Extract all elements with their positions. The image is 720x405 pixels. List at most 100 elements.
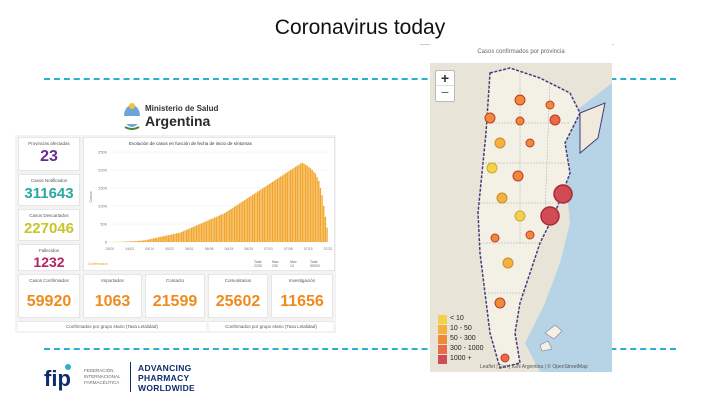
stat-value: 11656 (280, 293, 324, 310)
legend-item: 10 - 50 (434, 324, 484, 334)
chart-bar (200, 223, 203, 242)
province-map: Casos confirmados por provincia (430, 43, 612, 372)
chart-bar (151, 238, 153, 242)
chart-bar (268, 184, 270, 242)
chart-bar (131, 241, 133, 242)
chart-bar (161, 236, 163, 242)
chart-bar (154, 238, 156, 242)
cases-bar-chart: 2500 2000 1500 1000 500 0 Casos 03/01 04/02 05/14… (88, 150, 332, 252)
chart-bar (126, 241, 128, 242)
divider-top (44, 78, 676, 80)
chart-bar (323, 206, 325, 242)
y-tick-label: 0 (105, 240, 108, 245)
x-tick-label: 06/01 (185, 247, 194, 251)
chart-bar (214, 217, 216, 242)
chart-bar (273, 180, 275, 242)
dashboard-header: Ministerio de Salud Argentina (15, 97, 336, 135)
x-tick-label: 06/15 (225, 247, 234, 251)
chart-bar (304, 164, 307, 242)
kpi-label: Provincias afectadas (28, 141, 70, 146)
legend-label: 300 - 1000 (450, 345, 484, 352)
footer-header: Max (272, 260, 279, 264)
chart-bar (324, 216, 327, 242)
y-tick-label: 2500 (98, 150, 108, 155)
chart-bar (149, 239, 151, 242)
chart-bar (147, 239, 150, 242)
chart-bar (252, 194, 254, 242)
chart-bar (299, 163, 302, 242)
chart-bar (189, 228, 191, 242)
chart-bar (144, 240, 147, 242)
chart-bar (321, 195, 323, 242)
tagline-line: WORLDWIDE (138, 383, 195, 393)
legend-swatch (438, 345, 447, 354)
chart-bar (128, 241, 130, 242)
chart-bar (227, 211, 229, 242)
chart-bar (223, 213, 226, 242)
chart-bar (182, 231, 185, 242)
chart-bar (281, 175, 284, 242)
stat-label: Importados (101, 278, 124, 283)
chart-bar (245, 199, 247, 242)
chart-bar (179, 232, 181, 242)
legend-swatch (438, 355, 447, 364)
legend-label: < 10 (450, 315, 464, 322)
chart-bar (222, 213, 224, 242)
chart-bar (283, 174, 285, 242)
stat-contact: Contacto 21599 (145, 274, 205, 318)
chart-bar (197, 224, 199, 242)
chart-bar (139, 240, 142, 242)
chart-bar (217, 216, 219, 242)
chart-bar (205, 221, 208, 242)
chart-bar (190, 227, 193, 242)
chart-bar (162, 236, 165, 242)
fip-divider (130, 362, 131, 392)
chart-bar (209, 219, 211, 242)
chart-bar (134, 241, 137, 242)
chart-bar (265, 186, 267, 242)
zoom-out-button[interactable]: − (440, 84, 450, 100)
chart-bar (250, 195, 252, 242)
chart-bar (174, 233, 176, 242)
chart-legend: Confirmados (88, 262, 108, 266)
legend-label: 10 - 50 (450, 325, 472, 332)
y-tick-label: 1500 (98, 186, 108, 191)
chart-bar (276, 178, 279, 242)
x-tick-label: 03/01 (106, 247, 115, 251)
stat-community: Comunitarios 25602 (208, 274, 268, 318)
kpi-provinces: Provincias afectadas 23 (18, 137, 80, 171)
chart-bar (301, 162, 303, 242)
x-tick-label: 07/15 (304, 247, 313, 251)
chart-bar (187, 229, 189, 242)
stat-investigation: Investigación 11656 (271, 274, 333, 318)
chart-bar (212, 218, 214, 242)
chart-bar (243, 200, 246, 242)
chart-bar (204, 221, 206, 242)
chart-title: Evolución de casos en función de fecha d… (129, 141, 252, 146)
chart-bar (253, 193, 256, 242)
chart-bar (294, 166, 297, 242)
chart-bar (230, 208, 232, 242)
chart-bar (314, 173, 317, 242)
chart-bar (136, 240, 138, 242)
chart-bar (235, 205, 237, 242)
chart-bar (238, 203, 241, 242)
chart-bar (275, 179, 277, 242)
x-tick-label: 07/08 (284, 247, 293, 251)
chart-bar (143, 240, 145, 242)
chart-bar (220, 214, 223, 242)
chart-bar (138, 240, 140, 242)
x-tick-label: 06/08 (205, 247, 214, 251)
map-attribution[interactable]: Leaflet | Esri | IGN Argentina | © OpenS… (480, 364, 588, 370)
chart-bar (185, 229, 188, 242)
zoom-in-button[interactable]: + (436, 71, 454, 86)
fip-logo: fip (44, 366, 71, 391)
chart-bar (240, 202, 242, 242)
chart-bar (181, 231, 183, 242)
x-tick-label: 04/02 (125, 247, 134, 251)
kpi-value: 311643 (24, 185, 74, 202)
chart-bar (225, 212, 227, 242)
chart-bar (306, 165, 308, 242)
footer-header: Max (290, 260, 297, 264)
coat-of-arms-icon (124, 103, 140, 130)
